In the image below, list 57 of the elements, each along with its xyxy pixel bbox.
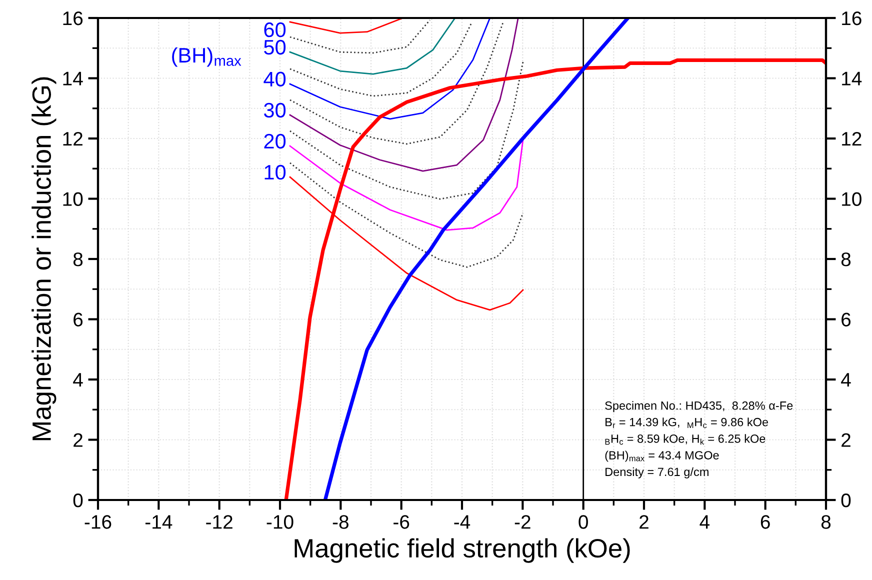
annotation: Specimen No.: HD435, 8.28% α-Fe [605,401,793,412]
line-series [289,19,431,54]
series-label: 40 [264,72,286,87]
line-series [289,21,504,145]
annotation: Density = 7.61 g/cm [606,467,708,478]
y-tick-label: 12 [63,132,82,146]
y2-tick-label: 6 [842,312,851,326]
x-tick-label: 0 [578,515,588,529]
y2-tick-label: 12 [842,132,862,146]
x-tick-label: -16 [84,515,112,529]
x-tick-label: -14 [145,515,172,529]
y2-tick-label: 16 [842,11,862,26]
x-tick-label: -10 [266,515,294,529]
line-series [289,139,524,231]
y-tick-label: 8 [73,252,83,266]
x-tick-label: 4 [700,515,710,529]
line-series [289,18,404,34]
line-series [289,162,524,268]
x-tick-label: -8 [332,515,348,529]
series-label: 60 [264,22,286,38]
series-label: 30 [264,102,286,118]
y2-tick-label: 8 [841,252,851,266]
x-tick-label: -6 [394,515,410,529]
x-tick-label: -12 [206,515,232,529]
line-series [289,18,456,75]
annotation: (BH)$_{max}$ = 43.4 MGOe [605,450,719,462]
y-tick-label: 0 [73,493,83,508]
y-tick-label: 2 [74,433,82,447]
y2-tick-label: 4 [841,373,851,387]
y-tick-label: 10 [63,192,83,206]
series-label: 10 [264,164,286,180]
y-tick-label: 4 [73,373,83,387]
y-tick-label: 14 [63,72,83,86]
annotation: $_{B}$H$_{c}$ = 8.59 kOe, H$_{k}$ = 6.25 kOe [605,434,766,445]
annotation: (BH)$_{max}$ [172,47,242,67]
line-series [289,176,524,311]
line-series [289,18,519,172]
line-series [289,18,491,120]
series-label: 20 [264,134,286,149]
x-tick-label: 6 [760,515,770,529]
x-tick-label: 2 [640,515,648,529]
y2-tick-label: 2 [842,433,850,447]
y-axis-title: Magnetization or induction (kG) [32,77,56,440]
annotation: B$_{r}$ = 14.39 kG, $_{M}$H$_{c}$ = 9.86 kOe [606,418,768,428]
series-label: 50 [264,40,286,55]
y-tick-label: 6 [74,312,83,326]
line-series [289,61,524,200]
x-tick-label: -4 [454,515,470,529]
x-tick-label: -2 [514,515,530,529]
line-series [284,58,826,500]
x-tick-label: 8 [821,515,831,529]
line-series [289,21,473,97]
y2-tick-label: 14 [842,72,862,86]
x-axis-title: Magnetic field strength (kOe) [294,538,630,563]
y2-tick-label: 0 [841,493,851,508]
y-tick-label: 16 [63,11,83,26]
y2-tick-label: 10 [842,192,862,206]
